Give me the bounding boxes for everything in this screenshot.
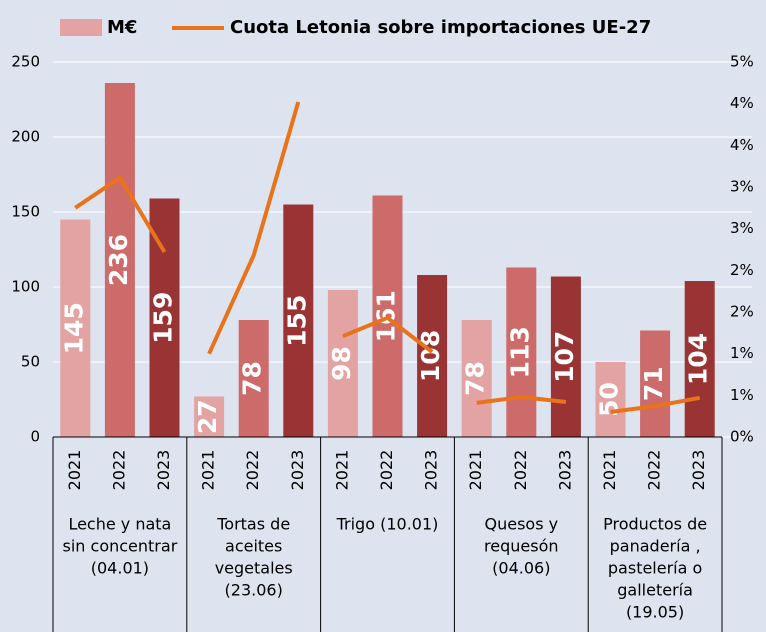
bar-value-label: 27 <box>193 399 222 434</box>
bar-value-label: 155 <box>282 295 311 347</box>
line-series <box>610 395 701 414</box>
group-label: Quesos y <box>485 515 559 534</box>
line-series <box>342 315 434 354</box>
bar <box>60 219 91 437</box>
y-tick-label: 0 <box>30 428 40 446</box>
group-label: aceites <box>225 537 282 556</box>
x-tick-label: 2022 <box>243 450 262 491</box>
bar <box>194 396 225 437</box>
x-tick-label: 2021 <box>600 450 619 491</box>
bar <box>640 330 671 437</box>
x-tick-label: 2023 <box>555 450 574 491</box>
x-tick-label: 2021 <box>332 450 351 491</box>
y2-tick-label: 2% <box>730 261 754 279</box>
x-tick-label: 2022 <box>645 450 664 491</box>
bar-value-label: 161 <box>372 290 401 342</box>
bar-value-label: 108 <box>416 330 445 382</box>
y2-tick-label: 2% <box>730 303 754 321</box>
bar <box>684 281 715 437</box>
line-series <box>476 395 567 405</box>
bar <box>104 83 135 437</box>
group-label: sin concentrar <box>63 537 178 556</box>
x-tick-label: 2022 <box>109 450 128 491</box>
x-tick-label: 2023 <box>154 450 173 491</box>
y2-tick-label: 0% <box>730 428 754 446</box>
group-label: (19.05) <box>626 603 684 622</box>
legend-label: M€ <box>107 17 137 38</box>
group-label: (23.06) <box>225 581 283 600</box>
y-tick-label: 100 <box>11 278 40 296</box>
bar-value-label: 107 <box>550 331 579 383</box>
x-tick-label: 2021 <box>466 450 485 491</box>
x-tick-label: 2022 <box>377 450 396 491</box>
group-label: Leche y nata <box>68 515 171 534</box>
bar <box>506 267 537 437</box>
group-label: Trigo (10.01) <box>336 515 439 534</box>
bar <box>461 320 492 437</box>
bar-value-label: 98 <box>327 346 356 381</box>
group-label: (04.01) <box>91 559 149 578</box>
x-tick-label: 2021 <box>65 450 84 491</box>
x-tick-label: 2022 <box>511 450 530 491</box>
y2-tick-label: 3% <box>730 219 754 237</box>
bar <box>550 276 581 437</box>
group-label: (04.06) <box>492 559 550 578</box>
y2-tick-label: 4% <box>730 136 754 154</box>
legend-label: Cuota Letonia sobre importaciones UE-27 <box>230 17 651 38</box>
bar-value-label: 236 <box>104 234 133 286</box>
y-tick-label: 200 <box>11 128 40 146</box>
y-tick-label: 250 <box>11 53 40 71</box>
y2-tick-label: 1% <box>730 344 754 362</box>
y-tick-label: 150 <box>11 203 40 221</box>
x-tick-label: 2021 <box>199 450 218 491</box>
bar-value-label: 71 <box>639 366 668 401</box>
y2-tick-label: 3% <box>730 178 754 196</box>
group-label: vegetales <box>215 559 293 578</box>
bar-value-label: 145 <box>59 302 88 354</box>
y2-tick-label: 5% <box>730 53 754 71</box>
line-series <box>74 175 167 254</box>
group-label: galletería <box>617 581 693 600</box>
x-tick-label: 2023 <box>422 450 441 491</box>
bar <box>238 320 269 437</box>
legend-swatch-bar <box>60 19 102 36</box>
y2-tick-label: 1% <box>730 386 754 404</box>
bar-value-label: 78 <box>461 361 490 396</box>
line-series <box>207 101 301 355</box>
group-label: pastelería o <box>608 559 702 578</box>
y-tick-label: 50 <box>21 353 40 371</box>
group-label: panadería , <box>610 537 701 556</box>
x-tick-label: 2023 <box>689 450 708 491</box>
group-label: Productos de <box>603 515 707 534</box>
x-tick-label: 2023 <box>288 450 307 491</box>
bar-value-label: 104 <box>684 333 713 385</box>
group-label: Tortas de <box>216 515 290 534</box>
bar <box>327 290 358 437</box>
group-label: requesón <box>484 537 558 556</box>
bar-value-label: 78 <box>238 361 267 396</box>
bar <box>595 362 626 437</box>
bar-value-label: 113 <box>505 326 534 378</box>
bar <box>283 204 314 437</box>
bar-value-label: 159 <box>149 292 178 344</box>
y2-tick-label: 4% <box>730 94 754 112</box>
bar <box>417 275 448 437</box>
